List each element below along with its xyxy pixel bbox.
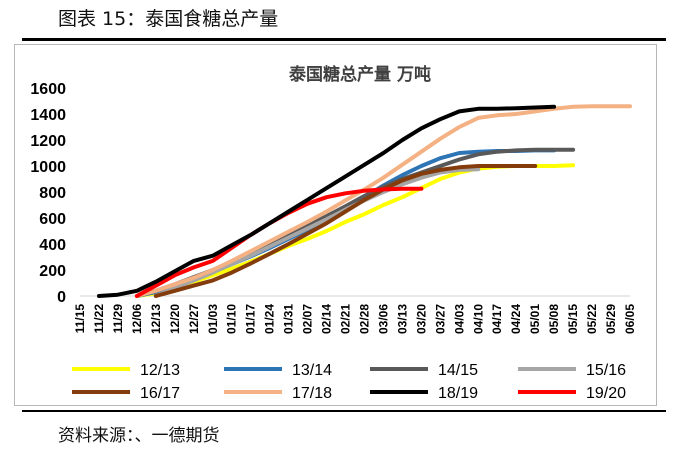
series-lines [97, 104, 632, 298]
legend-label: 14/15 [438, 362, 478, 379]
x-tick-label: 03/27 [433, 304, 447, 334]
legend-label: 19/20 [586, 385, 626, 402]
chart-title: 泰国糖总产量 万吨 [289, 64, 431, 85]
y-tick-label: 1000 [30, 159, 66, 176]
y-tick-label: 1200 [30, 133, 66, 150]
series-line-17-18 [134, 104, 632, 298]
x-tick-label: 05/08 [547, 304, 561, 334]
bottom-rule [22, 410, 666, 412]
x-tick-label: 04/17 [490, 304, 504, 334]
x-tick-label: 03/13 [395, 304, 409, 334]
top-rule [22, 38, 666, 41]
x-tick-label: 05/22 [585, 304, 599, 334]
y-tick-label: 600 [39, 211, 66, 228]
x-tick-label: 11/22 [92, 304, 106, 334]
series-line-18-19 [97, 104, 557, 298]
x-tick-label: 01/17 [244, 304, 258, 334]
legend-label: 15/16 [586, 362, 626, 379]
x-tick-label: 04/10 [471, 304, 485, 334]
x-tick-label: 05/29 [604, 304, 618, 334]
y-tick-label: 200 [39, 263, 66, 280]
x-tick-label: 04/24 [509, 304, 523, 334]
x-tick-label: 02/14 [320, 304, 334, 334]
x-tick-label: 01/24 [263, 304, 277, 334]
legend: 12/13 13/14 14/15 15/16 16/17 17/18 18/19 19/20 [72, 362, 626, 402]
x-tick-label: 03/20 [414, 304, 428, 334]
y-tick-label: 1600 [30, 81, 66, 98]
series-line-15-16 [153, 167, 481, 298]
x-tick-label: 03/06 [376, 304, 390, 334]
series-line-16-17 [153, 164, 538, 298]
x-tick-label: 05/15 [566, 304, 580, 334]
y-tick-label: 0 [57, 289, 66, 306]
x-tick-label: 01/31 [282, 304, 296, 334]
x-tick-label: 11/15 [73, 304, 87, 334]
x-tick-label: 11/29 [111, 304, 125, 334]
source-note: 资料来源：、一德期货 [58, 426, 220, 446]
x-tick-label: 04/03 [452, 304, 466, 334]
legend-label: 12/13 [140, 362, 180, 379]
x-tick-label: 12/20 [168, 304, 182, 334]
figure-title: 图表 15：泰国食糖总产量 [58, 8, 279, 30]
x-tick-label: 12/06 [130, 304, 144, 334]
x-tick-label: 01/10 [225, 304, 239, 334]
axes: 0 200 400 600 800 1000 1200 1400 1600 11/15 11/22 1… [30, 81, 637, 334]
legend-label: 18/19 [438, 385, 478, 402]
x-tick-label: 05/01 [528, 304, 542, 334]
legend-label: 17/18 [292, 385, 332, 402]
x-tick-label: 02/28 [357, 304, 371, 334]
x-tick-label: 12/27 [187, 304, 201, 334]
x-tick-label: 02/21 [339, 304, 353, 334]
x-tick-label: 02/07 [301, 304, 315, 334]
y-tick-label: 800 [39, 185, 66, 202]
x-tick-label: 01/03 [206, 304, 220, 334]
x-tick-label: 12/13 [149, 304, 163, 334]
legend-label: 16/17 [140, 385, 180, 402]
x-tick-label: 06/05 [623, 304, 637, 334]
legend-label: 13/14 [292, 362, 332, 379]
y-tick-label: 400 [39, 237, 66, 254]
y-tick-label: 1400 [30, 107, 66, 124]
